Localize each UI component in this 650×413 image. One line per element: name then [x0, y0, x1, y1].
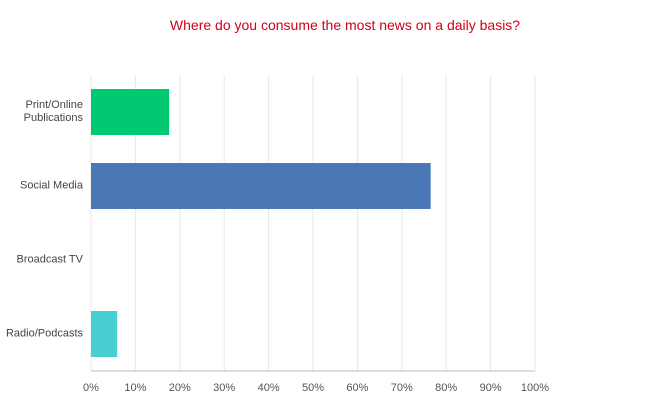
y-tick-label: Print/Online Publications	[23, 99, 83, 124]
x-tick-label: 30%	[213, 382, 235, 394]
x-tick-label: 80%	[435, 382, 457, 394]
x-tick-label: 10%	[124, 382, 146, 394]
x-tick-label: 90%	[480, 382, 502, 394]
bar	[91, 89, 170, 135]
x-tick-label: 50%	[302, 382, 324, 394]
x-tick-label: 60%	[346, 382, 368, 394]
x-tick-label: 100%	[521, 382, 549, 394]
y-tick-label: Social Media	[20, 179, 83, 192]
y-tick-label: Broadcast TV	[16, 253, 83, 266]
y-tick-label: Radio/Podcasts	[5, 327, 83, 340]
x-tick-label: 20%	[169, 382, 191, 394]
chart-title: Where do you consume the most news on a …	[169, 17, 521, 33]
bar	[91, 311, 118, 357]
x-tick-label: 70%	[391, 382, 413, 394]
x-tick-label: 40%	[258, 382, 280, 394]
x-tick-label: 0%	[83, 382, 99, 394]
bar	[91, 163, 431, 209]
